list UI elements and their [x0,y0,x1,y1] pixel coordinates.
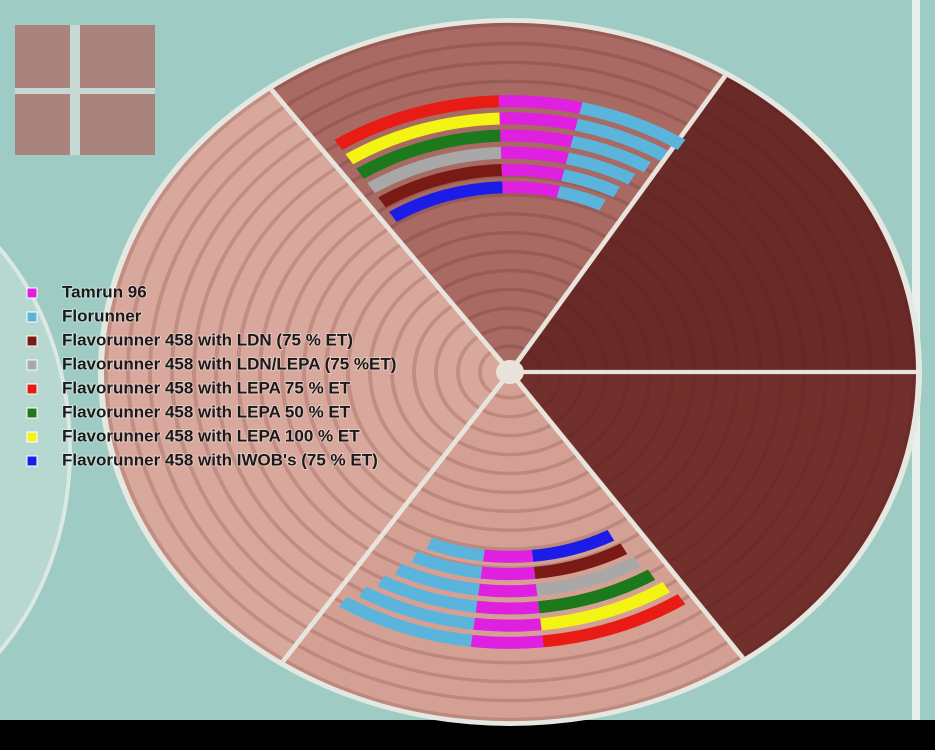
treatment-strip [475,600,540,615]
legend-swatch [26,431,38,443]
pivot-center [496,359,524,385]
sector-divider [507,370,745,660]
treatment-strip [367,146,502,194]
treatment-strip [426,537,485,562]
sector-divider [507,74,728,374]
treatment-strip [389,181,503,223]
treatment-strip [470,634,544,649]
legend-swatch [26,359,38,371]
plot-path [15,88,155,94]
legend-label: Flavorunner 458 with LEPA 100 % ET [62,426,360,445]
treatment-strip [500,146,569,165]
treatment-strip [473,617,542,632]
treatment-strip [537,569,656,614]
treatment-strip [570,135,651,173]
legend-label: Flavorunner 458 with LDN/LEPA (75 %ET) [62,354,396,373]
treatment-strip [356,129,501,179]
treatment-strip [535,556,641,597]
sector [510,372,916,659]
sector-divider [280,370,513,663]
legend-swatch [26,383,38,395]
treatment-strip [478,583,538,598]
legend-swatch [26,287,38,299]
legend-label: Tamrun 96 [62,282,147,301]
treatment-strip [378,164,503,208]
treatment-strip [574,118,668,161]
legend: Tamrun 96 Florunner Flavorunner 458 with L… [26,281,397,470]
treatment-strip [339,596,473,647]
treatment-strip [359,586,475,630]
treatment-strip [501,163,565,181]
treatment-strip [395,563,480,596]
legend-swatch [26,455,38,467]
treatment-strip [579,102,686,150]
legend-label: Flavorunner 458 with LEPA 75 % ET [62,378,351,397]
treatment-strip [531,529,615,562]
sector [510,75,916,373]
bottom-bar [0,720,935,750]
treatment-strip [411,551,483,579]
treatment-strip [540,582,671,631]
neighbor-pivot [0,245,72,655]
treatment-strip [502,181,560,198]
pivot-field [104,22,916,722]
plots [15,25,155,155]
treatment-strip [482,549,534,563]
treatment-strip [500,129,574,148]
treatment-strip [561,169,620,198]
legend-swatch [26,407,38,419]
treatment-strip [533,543,628,579]
legend-label: Flavorunner 458 with IWOB's (75 % ET) [62,450,378,469]
treatment-strip [377,575,478,613]
treatment-strip [565,152,636,185]
legend-label: Flavorunner 458 with LEPA 50 % ET [62,402,351,421]
treatment-strip [556,185,606,211]
treatment-strip [345,112,500,165]
treatment-strip [542,594,686,648]
treatment-strip [480,566,536,581]
sector [282,372,743,722]
sector-divider [269,88,513,374]
legend-swatch [26,335,38,347]
treatment-strip [334,95,500,150]
treatment-strip [499,112,578,131]
sector [104,89,510,662]
legend-swatch [26,311,38,323]
legend-label: Florunner [62,306,142,325]
treatment-strip [498,95,583,114]
legend-label: Flavorunner 458 with LDN (75 % ET) [62,330,353,349]
